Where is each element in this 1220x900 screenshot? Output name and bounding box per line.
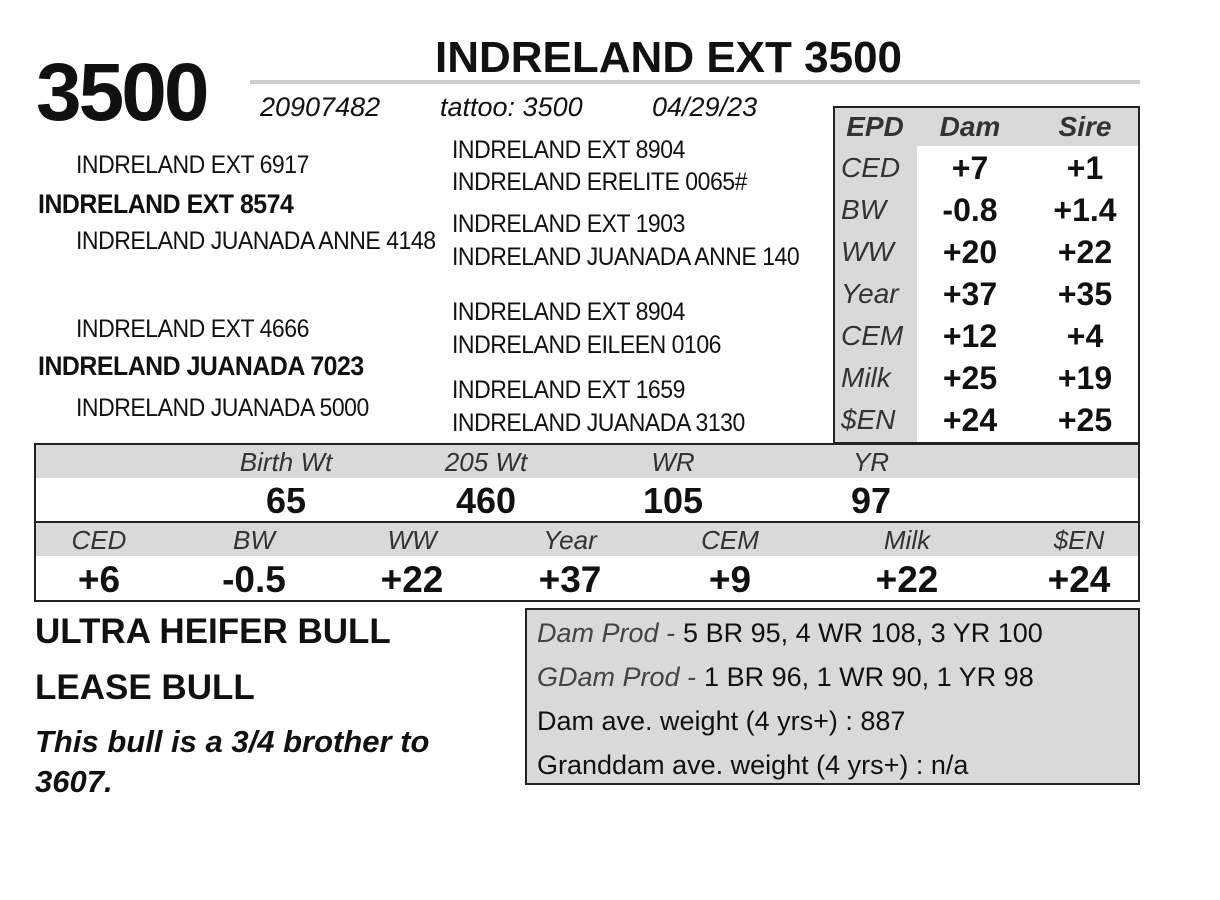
epd-value: +24: [1047, 559, 1111, 600]
column-header: $EN: [1053, 525, 1105, 555]
trait-label: WW: [841, 236, 894, 267]
column-header: Milk: [883, 525, 931, 555]
epd-value: +37: [538, 559, 602, 600]
epd-value: +19: [1057, 360, 1113, 396]
production-text: 5 BR 95, 4 WR 108, 3 YR 100: [683, 618, 1043, 648]
performance-value: 105: [642, 480, 704, 521]
trait-label: CEM: [841, 320, 904, 351]
epd-value: +35: [1057, 276, 1113, 312]
epd-value: -0.8: [942, 192, 998, 228]
performance-value: 460: [455, 480, 517, 521]
column-header: Sire: [1058, 111, 1112, 142]
column-header: WW: [387, 525, 437, 555]
trait-label: BW: [841, 194, 887, 225]
column-header: CEM: [701, 525, 759, 555]
trait-label: Year: [841, 278, 899, 309]
epd-value: +6: [77, 559, 121, 600]
epd-value: +22: [380, 559, 444, 600]
lot-number: 3500: [36, 47, 209, 138]
epd-value: -0.5: [222, 559, 286, 600]
production-text: Granddam ave. weight (4 yrs+) : n/a: [537, 750, 969, 780]
performance-value: 97: [850, 480, 892, 521]
production-line: Dam ave. weight (4 yrs+) : 887: [537, 708, 905, 735]
production-label: GDam Prod -: [537, 662, 697, 692]
trait-label: Milk: [841, 362, 891, 393]
third-gen-name: INDRELAND JUANADA 3130: [452, 409, 745, 437]
third-gen-name: INDRELAND EXT 1903: [452, 210, 685, 238]
column-header: CED: [71, 525, 127, 555]
production-line: GDam Prod -1 BR 96, 1 WR 90, 1 YR 98: [537, 664, 1034, 691]
third-gen-name: INDRELAND EXT 8904: [452, 298, 685, 326]
birth-date: 04/29/23: [652, 92, 758, 122]
dam-dam: INDRELAND JUANADA 5000: [76, 394, 369, 422]
column-header: YR: [852, 447, 890, 477]
third-gen-name: INDRELAND EILEEN 0106: [452, 331, 722, 359]
trait-label: CED: [841, 152, 901, 183]
dam: INDRELAND JUANADA 7023: [38, 351, 364, 381]
column-header: Year: [543, 525, 597, 555]
epd-value: +37: [942, 276, 998, 312]
header-bg: [36, 445, 1138, 478]
sire-sire: INDRELAND EXT 6917: [76, 151, 309, 179]
registration: 20907482: [260, 92, 381, 122]
production-box: Dam Prod -5 BR 95, 4 WR 108, 3 YR 100 GDa…: [525, 608, 1140, 785]
epd-value: +1: [1066, 150, 1104, 186]
trait-label: $EN: [841, 404, 896, 435]
third-gen-name: INDRELAND ERELITE 0065#: [452, 168, 747, 196]
production-text: Dam ave. weight (4 yrs+) : 887: [537, 706, 906, 736]
column-header: EPD: [846, 111, 904, 142]
column-header: 205 Wt: [444, 447, 528, 477]
epd-value: +20: [942, 234, 998, 270]
note: LEASE BULL: [35, 668, 255, 707]
column-header: WR: [651, 447, 695, 477]
note: ULTRA HEIFER BULL: [35, 612, 391, 651]
production-line: Dam Prod -5 BR 95, 4 WR 108, 3 YR 100: [537, 620, 1043, 647]
header-bg: [36, 523, 1138, 556]
production-text: 1 BR 96, 1 WR 90, 1 YR 98: [704, 662, 1034, 692]
production-line: Granddam ave. weight (4 yrs+) : n/a: [537, 752, 968, 779]
dam-sire: INDRELAND EXT 4666: [76, 315, 309, 343]
epd-value: +1.4: [1053, 192, 1117, 228]
parent-epd-table: EPD Dam Sire CED +7 +1 BW -0.8 +1.4 WW +20 +22 Year +…: [833, 106, 1140, 444]
animal-name: INDRELAND EXT 3500: [435, 33, 903, 82]
epd-value: +25: [942, 360, 998, 396]
comment: This bull is a 3/4 brother to 3607.: [35, 724, 430, 799]
performance-value: 65: [265, 480, 307, 521]
column-header: Birth Wt: [239, 447, 333, 477]
tattoo: tattoo: 3500: [440, 92, 583, 122]
sire: INDRELAND EXT 8574: [38, 189, 294, 219]
epd-value: +24: [942, 402, 998, 438]
third-gen-name: INDRELAND EXT 1659: [452, 376, 685, 404]
label-bg: [835, 108, 917, 442]
epd-value: +22: [875, 559, 939, 600]
third-gen-name: INDRELAND JUANADA ANNE 140: [452, 243, 800, 271]
third-gen-name: INDRELAND EXT 8904: [452, 136, 685, 164]
epd-value: +4: [1066, 318, 1104, 354]
title-rule: [250, 80, 1140, 84]
epd-table: CED +6 BW -0.5 WW +22 Year +37 CEM +9 Milk +22 $EN +2…: [34, 521, 1140, 602]
epd-value: +9: [708, 559, 752, 600]
production-label: Dam Prod -: [537, 618, 676, 648]
epd-value: +25: [1057, 402, 1113, 438]
column-header: BW: [233, 525, 275, 555]
sire-dam: INDRELAND JUANADA ANNE 4148: [76, 227, 436, 255]
epd-value: +22: [1057, 234, 1113, 270]
epd-value: +7: [951, 150, 989, 186]
column-header: Dam: [939, 111, 1001, 142]
epd-value: +12: [942, 318, 998, 354]
performance-table: Birth Wt 65 205 Wt 460 WR 105 YR 97: [34, 443, 1140, 523]
